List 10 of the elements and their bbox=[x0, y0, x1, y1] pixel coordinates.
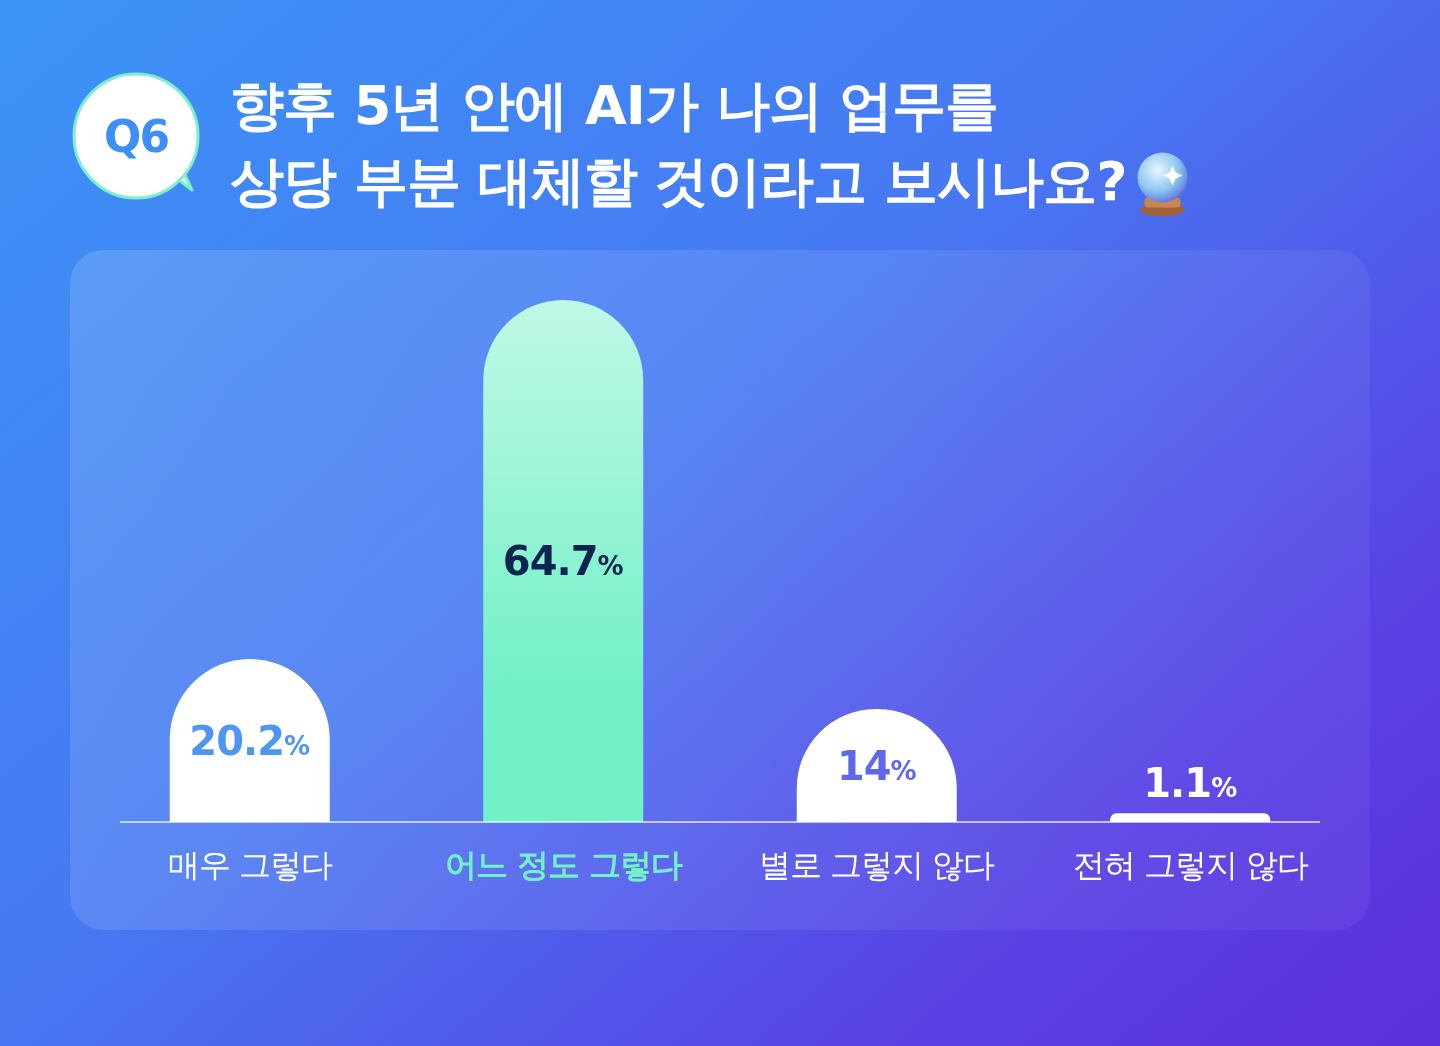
chart-title: 향후 5년 안에 AI가 나의 업무를 상당 부분 대체할 것이라고 보시나요? bbox=[230, 73, 1128, 215]
x-tick-label: 어느 정도 그렇다 bbox=[444, 846, 683, 884]
data-label: 64.7% bbox=[502, 538, 624, 584]
x-tick-label: 매우 그렇다 bbox=[167, 846, 333, 884]
data-label: 1.1% bbox=[1143, 760, 1238, 807]
data-label: 14% bbox=[836, 742, 917, 789]
x-tick-label: 전혀 그렇지 않다 bbox=[1072, 846, 1309, 884]
x-tick-label: 별로 그렇지 않다 bbox=[759, 846, 996, 884]
text: Q6 bbox=[103, 111, 169, 162]
data-label: 20.2% bbox=[189, 717, 311, 764]
